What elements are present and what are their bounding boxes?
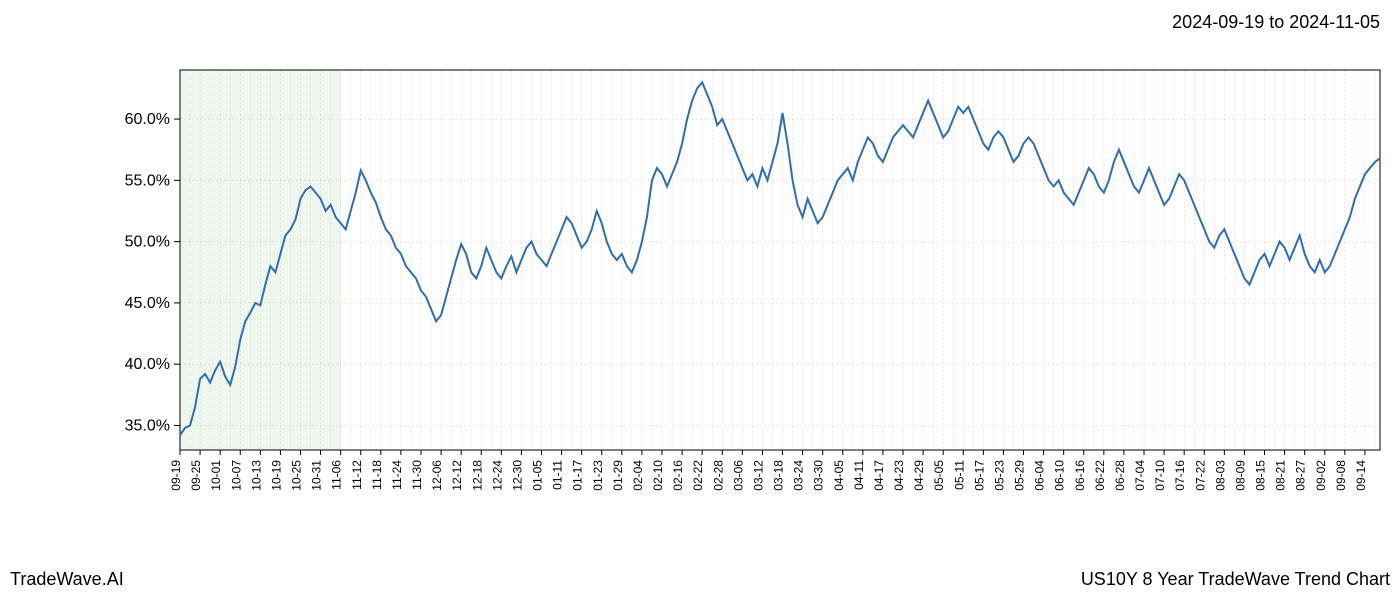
x-tick-label: 10-07	[229, 460, 243, 491]
x-tick-label: 10-31	[310, 460, 324, 491]
x-tick-label: 03-06	[731, 460, 745, 491]
x-tick-label: 07-04	[1133, 460, 1147, 491]
x-tick-label: 08-27	[1294, 460, 1308, 491]
chart-svg: 35.0% 40.0% 45.0% 50.0% 55.0% 60.0% 09-19 09-25…	[0, 50, 1400, 530]
x-tick-label: 12-24	[490, 460, 504, 491]
x-tick-label: 10-19	[269, 460, 283, 491]
x-tick-label: 02-28	[711, 460, 725, 491]
x-tick-label: 01-05	[531, 460, 545, 491]
x-tick-label: 03-30	[812, 460, 826, 491]
y-tick-label: 35.0%	[125, 417, 170, 434]
x-tick-label: 06-16	[1073, 460, 1087, 491]
x-tick-label: 01-29	[611, 460, 625, 491]
x-tick-label: 12-06	[430, 460, 444, 491]
footer-title: US10Y 8 Year TradeWave Trend Chart	[1081, 569, 1390, 590]
x-tick-label: 01-23	[591, 460, 605, 491]
footer-brand: TradeWave.AI	[10, 569, 124, 590]
x-tick-label: 09-25	[189, 460, 203, 491]
x-tick-label: 01-11	[551, 460, 565, 490]
x-tick-label: 01-17	[571, 460, 585, 491]
x-tick-label: 12-12	[450, 460, 464, 491]
x-tick-label: 09-08	[1334, 460, 1348, 491]
y-tick-label: 50.0%	[125, 234, 170, 251]
x-tick-label: 03-18	[772, 460, 786, 491]
x-tick-label: 04-05	[832, 460, 846, 491]
x-tick-label: 04-23	[892, 460, 906, 491]
x-tick-label: 05-17	[972, 460, 986, 491]
data-line	[180, 82, 1380, 435]
x-tick-label: 06-28	[1113, 460, 1127, 491]
y-tick-label: 45.0%	[125, 295, 170, 312]
x-tick-label: 06-04	[1033, 460, 1047, 491]
x-tick-label: 07-22	[1193, 460, 1207, 491]
x-tick-label: 11-30	[410, 460, 424, 490]
x-tick-label: 05-29	[1013, 460, 1027, 491]
x-tick-label: 12-18	[470, 460, 484, 491]
x-tick-label: 11-06	[330, 460, 344, 490]
x-tick-label: 09-19	[169, 460, 183, 491]
x-tick-label: 04-17	[872, 460, 886, 491]
chart-area: 35.0% 40.0% 45.0% 50.0% 55.0% 60.0% 09-19 09-25…	[0, 50, 1400, 530]
x-tick-label: 06-22	[1093, 460, 1107, 491]
x-tick-label: 09-02	[1314, 460, 1328, 491]
x-tick-label: 08-21	[1274, 460, 1288, 491]
x-tick-label: 10-25	[290, 460, 304, 491]
x-tick-label: 02-04	[631, 460, 645, 491]
x-tick-label: 08-09	[1233, 460, 1247, 491]
x-tick-label: 02-22	[691, 460, 705, 491]
x-tick-label: 03-24	[792, 460, 806, 491]
x-tick-label: 10-01	[209, 460, 223, 491]
x-tick-label: 05-23	[992, 460, 1006, 491]
x-tick-label: 04-29	[912, 460, 926, 491]
x-tick-label: 11-18	[370, 460, 384, 490]
x-tick-label: 08-15	[1254, 460, 1268, 491]
y-tick-label: 55.0%	[125, 172, 170, 189]
x-tick-label: 07-16	[1173, 460, 1187, 491]
x-tick-label: 11-12	[350, 460, 364, 490]
x-tick-label: 08-03	[1213, 460, 1227, 491]
x-tick-label: 03-12	[751, 460, 765, 491]
x-tick-label: 06-10	[1053, 460, 1067, 491]
x-tick-label: 04-11	[852, 460, 866, 490]
x-tick-label: 09-14	[1354, 460, 1368, 491]
x-tick-label: 11-24	[390, 460, 404, 490]
x-tick-label: 05-05	[932, 460, 946, 491]
x-tick-label: 05-11	[952, 460, 966, 490]
x-tick-label: 10-13	[249, 460, 263, 491]
y-tick-label: 60.0%	[125, 111, 170, 128]
x-tick-label: 02-16	[671, 460, 685, 491]
x-tick-label: 07-10	[1153, 460, 1167, 491]
x-tick-label: 02-10	[651, 460, 665, 491]
y-tick-label: 40.0%	[125, 356, 170, 373]
x-tick-label: 12-30	[510, 460, 524, 491]
date-range-label: 2024-09-19 to 2024-11-05	[1172, 12, 1380, 33]
